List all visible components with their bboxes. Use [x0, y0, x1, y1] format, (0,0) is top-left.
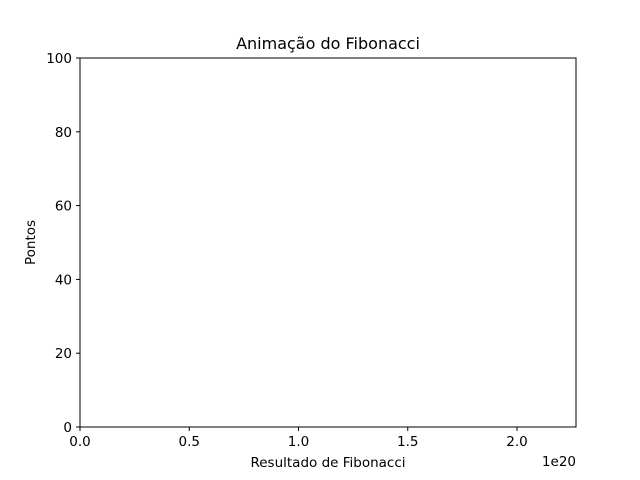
y-tick-label: 60 — [55, 199, 72, 215]
x-tick-label: 2.0 — [506, 434, 527, 450]
x-tick-label: 1.5 — [397, 434, 418, 450]
x-tick-label: 0.0 — [69, 434, 90, 450]
y-tick-label: 0 — [63, 420, 72, 436]
y-axis-label: Pontos — [23, 220, 39, 265]
y-tick-label: 80 — [55, 125, 72, 141]
x-tick-label: 1.0 — [288, 434, 309, 450]
plot-area-frame — [79, 57, 577, 428]
y-axis-ticks: 0 20 40 60 80 100 — [46, 51, 80, 436]
x-axis-offset-label: 1e20 — [542, 454, 576, 470]
x-axis-label: Resultado de Fibonacci — [250, 455, 405, 471]
x-tick-label: 0.5 — [179, 434, 200, 450]
y-tick-label: 100 — [46, 51, 72, 67]
y-tick-label: 40 — [55, 272, 72, 288]
y-tick-label: 20 — [55, 346, 72, 362]
x-axis-ticks: 0.0 0.5 1.0 1.5 2.0 — [69, 427, 528, 450]
chart-title: Animação do Fibonacci — [236, 34, 420, 53]
